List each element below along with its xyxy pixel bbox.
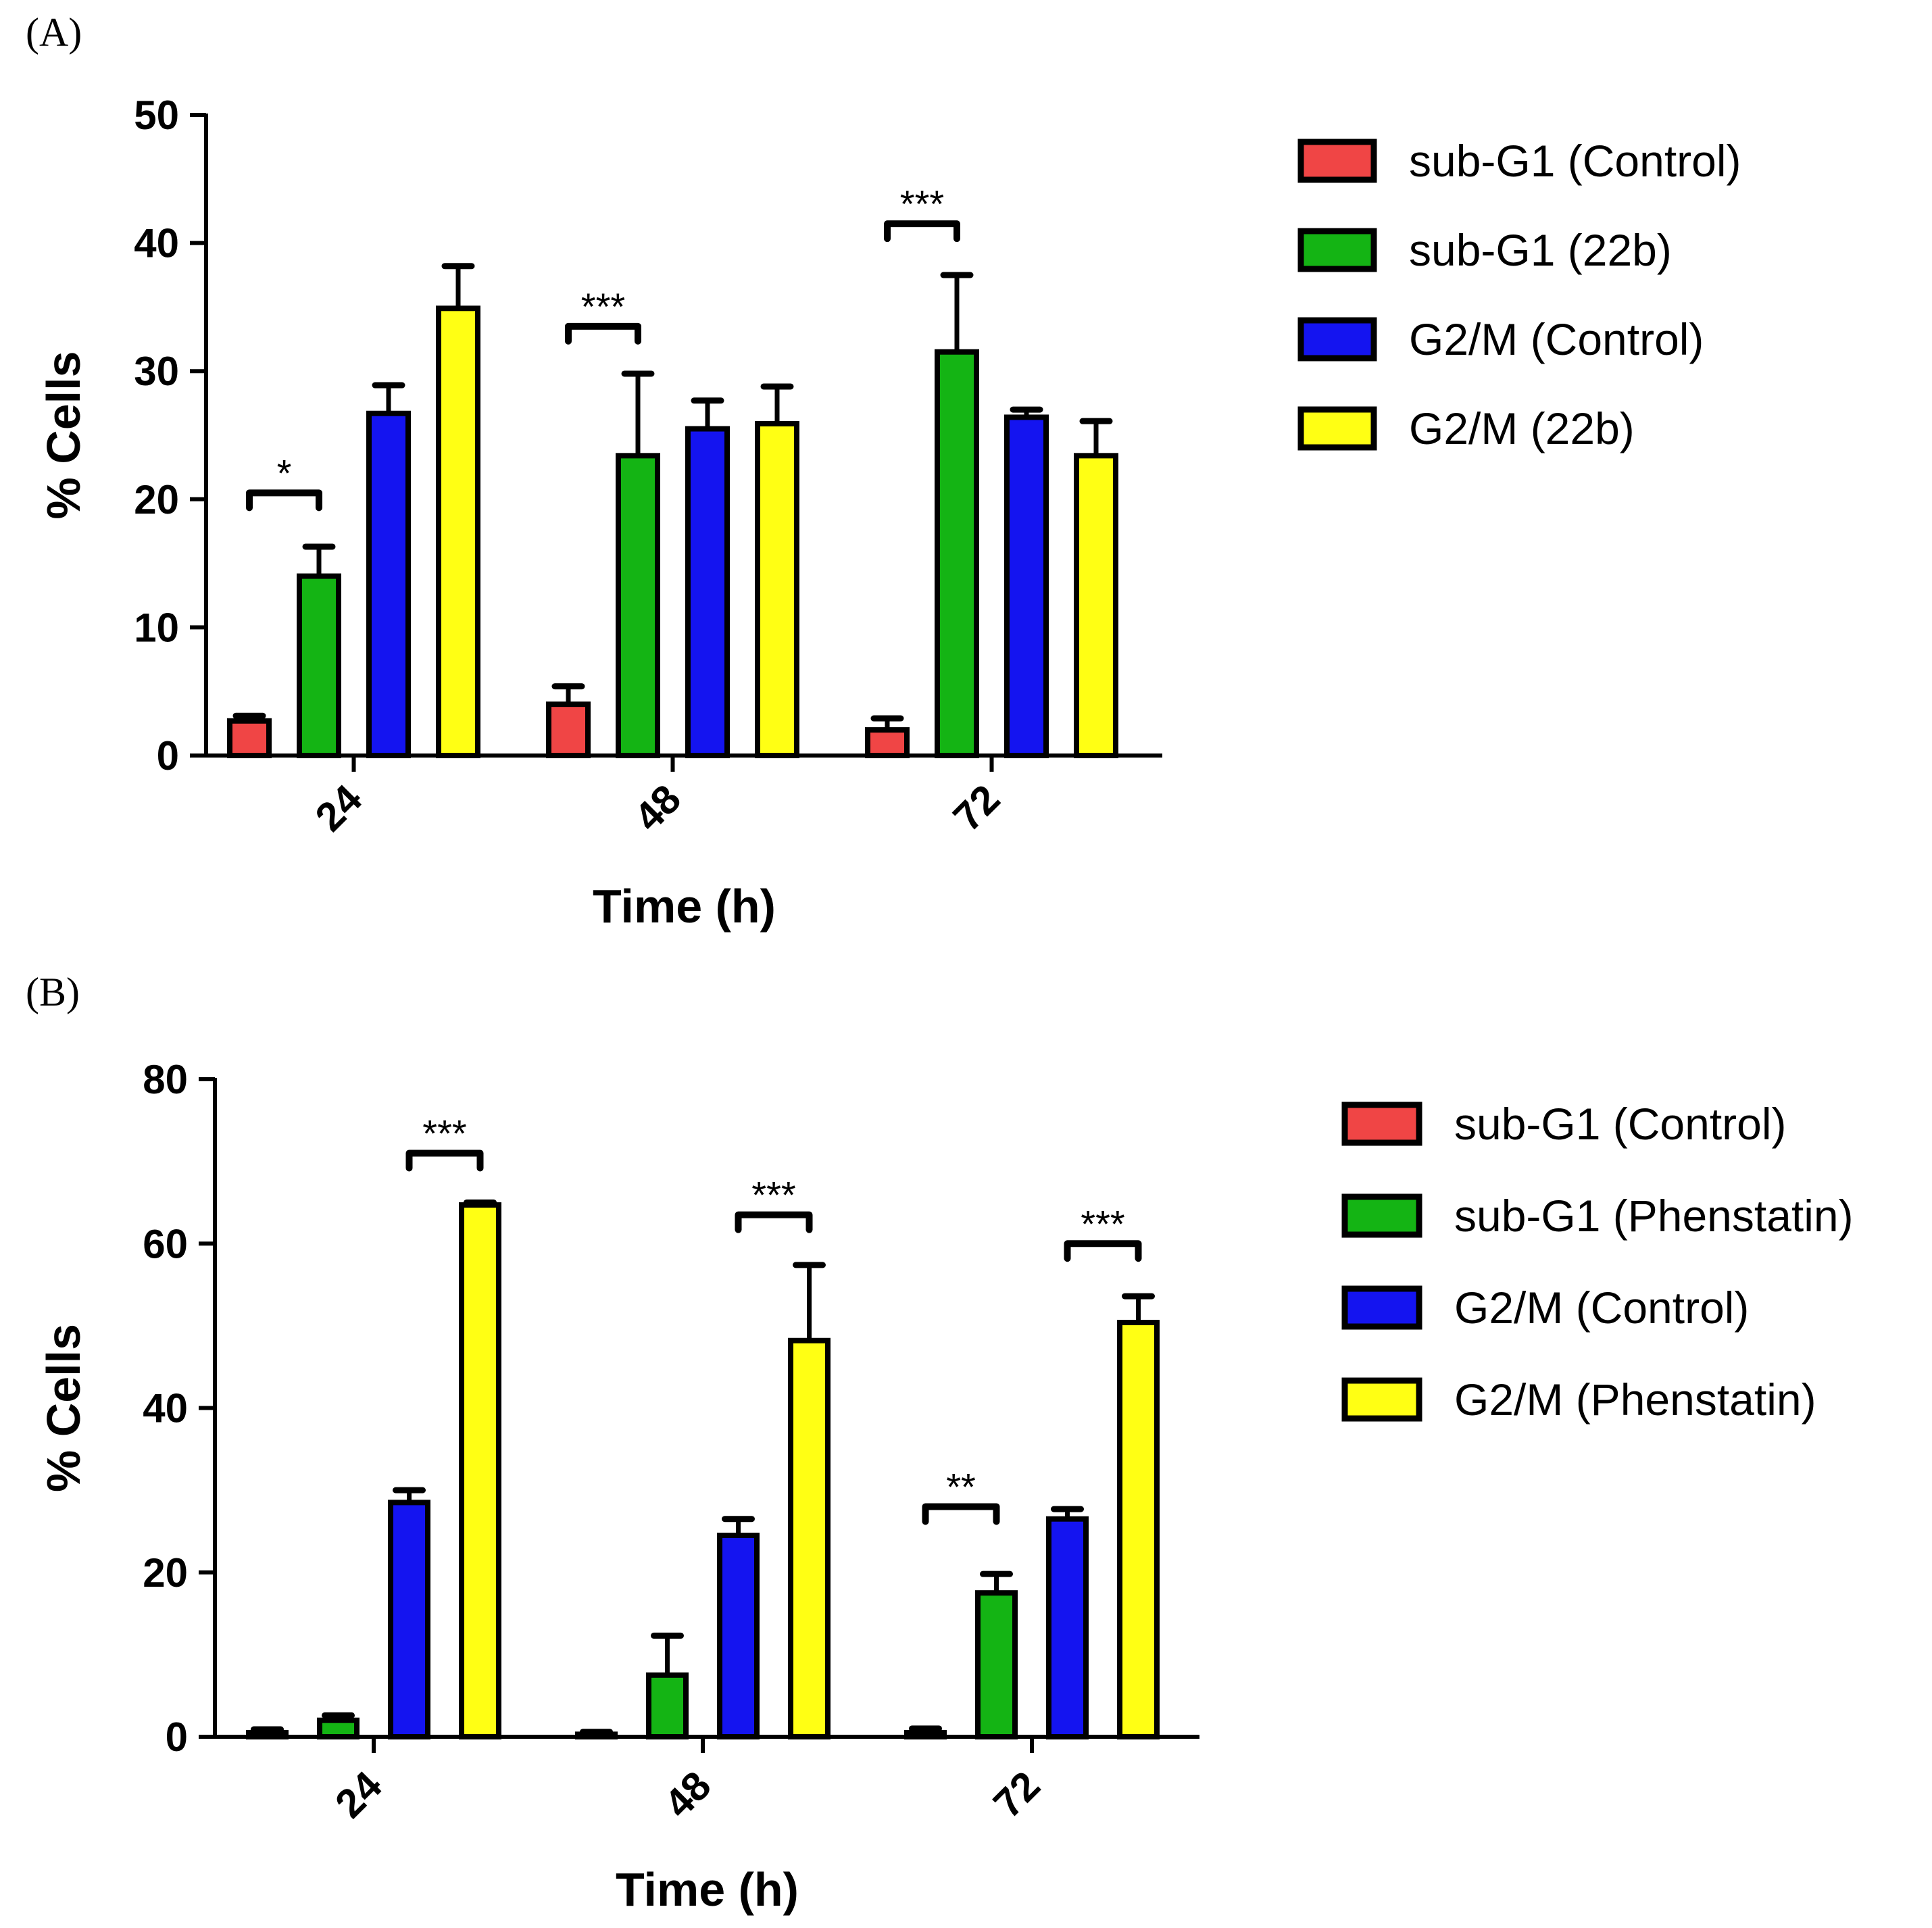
panel-label: (A) <box>26 10 82 55</box>
significance-label: *** <box>1081 1202 1124 1245</box>
y-tick-label: 40 <box>143 1386 188 1431</box>
legend-swatch <box>1341 1285 1422 1330</box>
y-tick-label: 80 <box>143 1057 188 1102</box>
x-tick-label: 72 <box>985 1762 1049 1827</box>
significance-bracket <box>405 1150 484 1172</box>
bar <box>646 1672 689 1739</box>
y-tick-label: 50 <box>134 93 179 138</box>
significance-label: *** <box>581 285 625 328</box>
bar <box>388 1500 430 1739</box>
panel-label: (B) <box>26 970 80 1014</box>
significance-bracket <box>922 1503 1000 1525</box>
y-tick-label: 30 <box>134 349 179 394</box>
legend-label: G2/M (Control) <box>1409 314 1704 364</box>
x-tick-label: 48 <box>655 1762 720 1827</box>
y-axis-title: % Cells <box>37 1324 90 1492</box>
bar <box>436 305 480 758</box>
legend-swatch <box>1341 1377 1422 1422</box>
x-tick-label: 72 <box>945 776 1009 840</box>
legend-swatch <box>1297 406 1377 451</box>
legend-label: G2/M (Control) <box>1454 1283 1749 1333</box>
bar <box>297 573 341 758</box>
legend-label: sub-G1 (Control) <box>1454 1099 1787 1149</box>
y-axis-title: % Cells <box>37 351 90 520</box>
significance-label: *** <box>422 1112 466 1154</box>
bar <box>935 349 979 758</box>
significance-label: *** <box>900 182 944 225</box>
bar <box>366 410 411 758</box>
bar <box>616 453 660 758</box>
legend-swatch <box>1297 228 1377 272</box>
x-tick-label: 48 <box>626 776 690 840</box>
legend-label: G2/M (Phenstatin) <box>1454 1375 1816 1425</box>
significance-label: *** <box>751 1174 795 1216</box>
x-axis-title: Time (h) <box>616 1863 799 1916</box>
bar <box>1046 1516 1089 1740</box>
bar <box>1074 453 1118 758</box>
legend-swatch <box>1341 1102 1422 1146</box>
significance-bracket <box>1064 1240 1142 1262</box>
bar <box>1117 1320 1160 1739</box>
bar <box>546 701 591 759</box>
bar <box>317 1717 360 1740</box>
bar <box>227 718 272 758</box>
bar <box>685 426 730 759</box>
y-tick-label: 40 <box>134 221 179 266</box>
legend-swatch <box>1297 317 1377 362</box>
bar <box>246 1729 289 1739</box>
legend-swatch <box>1341 1193 1422 1238</box>
x-tick-label: 24 <box>326 1762 391 1827</box>
y-tick-label: 20 <box>143 1550 188 1596</box>
y-tick-label: 0 <box>157 733 179 778</box>
y-tick-label: 10 <box>134 605 179 650</box>
bar <box>904 1729 947 1739</box>
bar <box>717 1533 760 1740</box>
legend-label: G2/M (22b) <box>1409 403 1635 453</box>
significance-bracket <box>246 489 322 512</box>
bar <box>575 1731 618 1740</box>
significance-label: * <box>277 451 292 494</box>
bar <box>975 1590 1018 1739</box>
significance-bracket <box>565 322 641 345</box>
y-tick-label: 60 <box>143 1221 188 1266</box>
x-axis-title: Time (h) <box>593 880 776 933</box>
bar <box>1004 414 1049 758</box>
legend-swatch <box>1297 139 1377 183</box>
y-tick-label: 0 <box>166 1714 188 1760</box>
significance-label: ** <box>946 1465 976 1508</box>
bar <box>788 1337 831 1739</box>
legend-label: sub-G1 (22b) <box>1409 225 1672 275</box>
bar <box>755 420 799 758</box>
y-tick-label: 20 <box>134 477 179 522</box>
legend-label: sub-G1 (Phenstatin) <box>1454 1191 1854 1241</box>
bar <box>459 1202 501 1740</box>
significance-bracket <box>884 220 960 243</box>
significance-bracket <box>735 1211 813 1233</box>
x-tick-label: 24 <box>307 776 371 840</box>
bar <box>865 727 910 758</box>
legend-label: sub-G1 (Control) <box>1409 136 1741 186</box>
